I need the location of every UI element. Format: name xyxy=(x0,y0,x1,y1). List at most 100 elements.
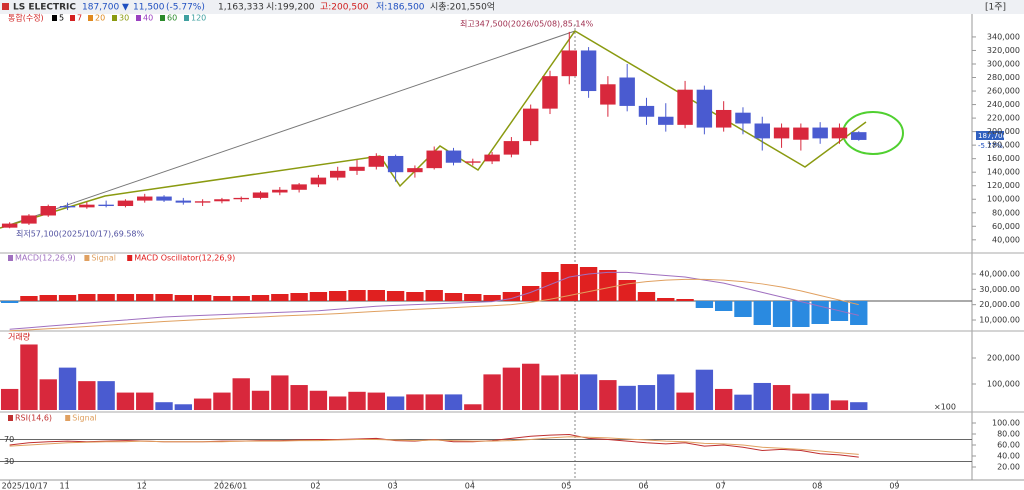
trend-line xyxy=(0,30,576,229)
volume-bar xyxy=(406,394,424,410)
legend-label: 120 xyxy=(191,14,206,23)
x-tick-label: 04 xyxy=(465,482,475,490)
candle-body xyxy=(465,161,481,163)
oscillator-bar xyxy=(155,294,173,301)
low-annotation: 최저57,100(2025/10/17),69.58% xyxy=(16,229,145,239)
oscillator-bar xyxy=(39,295,57,301)
series-line xyxy=(9,278,859,332)
oscillator-bar xyxy=(367,290,385,301)
legend-label: MACD(12,26,9) xyxy=(15,254,76,263)
candle-body xyxy=(445,150,462,163)
y-tick-label: 120,000 xyxy=(987,181,1020,190)
oscillator-bar xyxy=(657,298,675,301)
oscillator-bar xyxy=(136,294,154,301)
volume-bar xyxy=(657,374,675,410)
candle-body xyxy=(580,50,597,92)
x-tick-label: 03 xyxy=(388,482,398,490)
header-bar xyxy=(0,0,1024,14)
x-tick-label: 08 xyxy=(812,482,822,490)
candle-body xyxy=(735,112,751,124)
oscillator-bar xyxy=(58,295,77,301)
volume-bar xyxy=(618,385,636,410)
volume-bar xyxy=(599,380,617,410)
candle-body xyxy=(387,155,404,173)
oscillator-bar xyxy=(290,293,308,301)
legend-label: 40 xyxy=(143,14,153,23)
oscillator-bar xyxy=(483,295,501,301)
candle-body xyxy=(677,89,693,125)
y-tick-label: 280,000 xyxy=(987,73,1020,82)
y-tick-label: 40.00 xyxy=(997,452,1020,461)
oscillator-bar xyxy=(193,295,212,301)
volume-bar xyxy=(522,363,540,410)
volume-bar xyxy=(213,392,231,410)
legend-swatch xyxy=(52,15,57,21)
y-tick-label: 60,000 xyxy=(992,222,1020,231)
y-tick-label: 260,000 xyxy=(987,87,1020,96)
candle-body xyxy=(310,177,327,185)
volume-bar xyxy=(637,385,656,410)
volume-bar xyxy=(0,388,19,410)
x-tick-label: 12 xyxy=(137,482,147,490)
oscillator-bar xyxy=(174,295,193,301)
oscillator-bar xyxy=(444,293,463,301)
volume-bar xyxy=(811,393,829,410)
oscillator-bar xyxy=(792,301,810,327)
volume-bar xyxy=(251,390,270,410)
price-marker-box xyxy=(976,131,1004,140)
y-tick-label: 10,000.00 xyxy=(979,316,1020,325)
y-tick-label: 40,000 xyxy=(992,235,1020,244)
volume-bar xyxy=(753,382,771,410)
change: 11,500 xyxy=(133,3,165,13)
high: 고:200,500 xyxy=(320,3,369,13)
y-tick-label: 160,000 xyxy=(987,154,1020,163)
y-tick-label: 240,000 xyxy=(987,100,1020,109)
volume-bar xyxy=(560,374,578,410)
legend-swatch xyxy=(8,255,13,261)
oscillator-bar xyxy=(772,301,791,327)
oscillator-bar xyxy=(251,295,270,301)
volume-bar xyxy=(676,392,694,410)
candle-body xyxy=(252,192,269,198)
oscillator-bar xyxy=(0,301,19,303)
header: LS ELECTRIC 187,700 ▼ 11,500 (-5.77%) 1,… xyxy=(2,1,1006,13)
oscillator-bar xyxy=(560,264,578,301)
volume-bar xyxy=(348,391,366,410)
x-tick-label: 05 xyxy=(561,482,571,490)
candle-body xyxy=(272,189,288,193)
oscillator-bar xyxy=(97,294,115,301)
stock-name: LS ELECTRIC xyxy=(13,3,76,13)
oscillator-bar xyxy=(425,290,443,301)
volume-bar xyxy=(116,392,135,410)
candle-body xyxy=(522,108,539,142)
volume-bar xyxy=(464,404,482,410)
volume-bar xyxy=(232,378,250,410)
candle-body xyxy=(561,50,578,77)
volume-bar xyxy=(714,388,733,410)
price-marker: 187,700 xyxy=(978,132,1007,140)
oscillator-bar xyxy=(522,286,540,301)
volume-bar xyxy=(20,344,38,410)
oscillator-bar xyxy=(213,296,231,301)
candle-body xyxy=(368,155,385,167)
candle-body xyxy=(349,166,365,171)
candle-body xyxy=(40,206,56,216)
x-tick-label: 2025/10/17 xyxy=(2,482,48,490)
legend-swatch xyxy=(160,15,165,21)
oscillator-bar xyxy=(20,296,38,301)
volume-bar xyxy=(271,375,289,410)
oscillator-bar xyxy=(464,294,482,301)
legend-label: 20 xyxy=(95,14,105,23)
series-line xyxy=(9,434,859,458)
x-tick-label: 06 xyxy=(638,482,648,490)
price: 187,700 xyxy=(82,3,119,13)
x-tick-label: 2026/01 xyxy=(214,482,247,490)
icon xyxy=(2,3,9,10)
candle-body xyxy=(98,204,114,207)
oscillator-bar xyxy=(599,270,617,301)
oscillator-bar xyxy=(406,292,424,301)
y-tick-label: 100.00 xyxy=(992,419,1020,428)
y-tick-label: 140,000 xyxy=(987,168,1020,177)
volume-unit: ×100 xyxy=(934,403,956,412)
candle-body xyxy=(773,127,790,139)
